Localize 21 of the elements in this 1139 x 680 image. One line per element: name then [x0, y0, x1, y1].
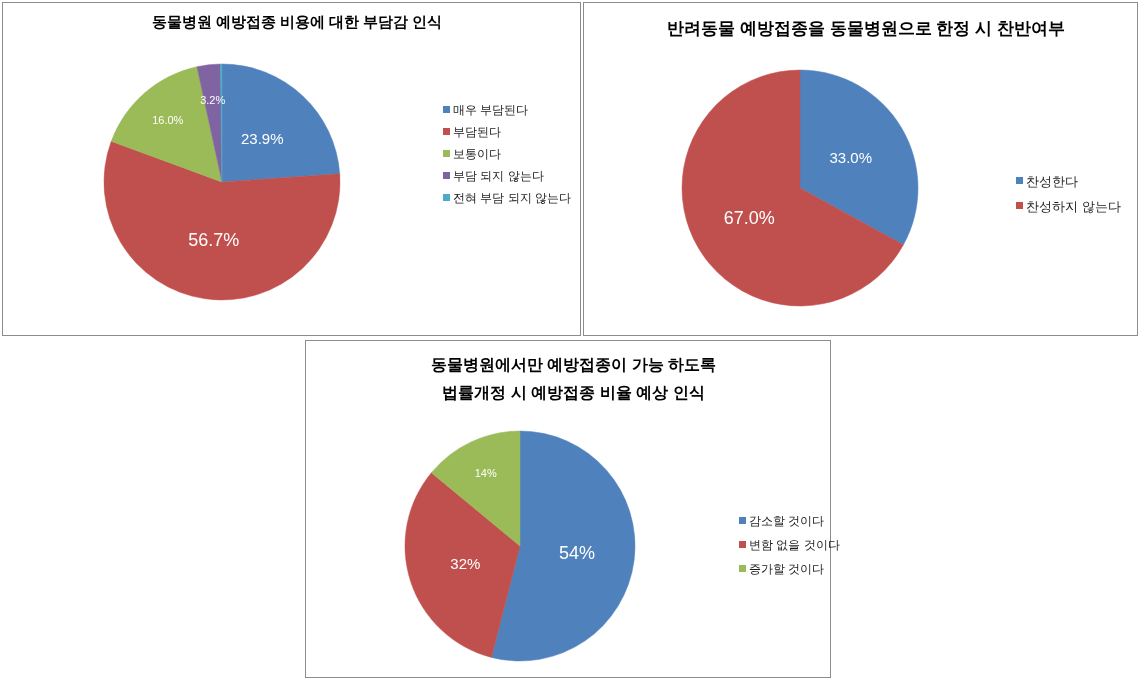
data-label: 54%: [559, 543, 596, 564]
data-label: 32%: [450, 555, 481, 573]
chart-title: 동물병원 예방접종 비용에 대한 부담감 인식: [151, 13, 443, 30]
chart-title: 반려동물 예방접종을 동물병원으로 한정 시 찬반여부: [667, 19, 1065, 38]
data-label: 56.7%: [188, 230, 240, 251]
data-label: 23.9%: [241, 130, 284, 148]
chart-title: 동물병원에서만 예방접종이 가능 하도록 법률개정 시 예방접종 비율 예상 인식: [430, 356, 717, 401]
legend-label: 부담된다: [453, 125, 501, 139]
legend-label: 찬성한다: [1026, 173, 1078, 189]
data-label: 16.0%: [152, 113, 184, 126]
legend-label: 부담 되지 않는다: [453, 169, 544, 183]
data-label: 67.0%: [723, 208, 775, 229]
legend-label: 전혀 부담 되지 않는다: [453, 191, 571, 205]
legend-label: 증가할 것이다: [749, 562, 825, 576]
data-label: 33.0%: [829, 149, 873, 167]
legend-label: 찬성하지 않는다: [1026, 198, 1121, 214]
legend-label: 보통이다: [453, 147, 501, 161]
legend-label: 매우 부담된다: [453, 103, 529, 117]
legend-label: 변함 없을 것이다: [749, 538, 840, 552]
data-label: 14%: [474, 467, 497, 480]
legend-label: 감소할 것이다: [749, 514, 825, 528]
